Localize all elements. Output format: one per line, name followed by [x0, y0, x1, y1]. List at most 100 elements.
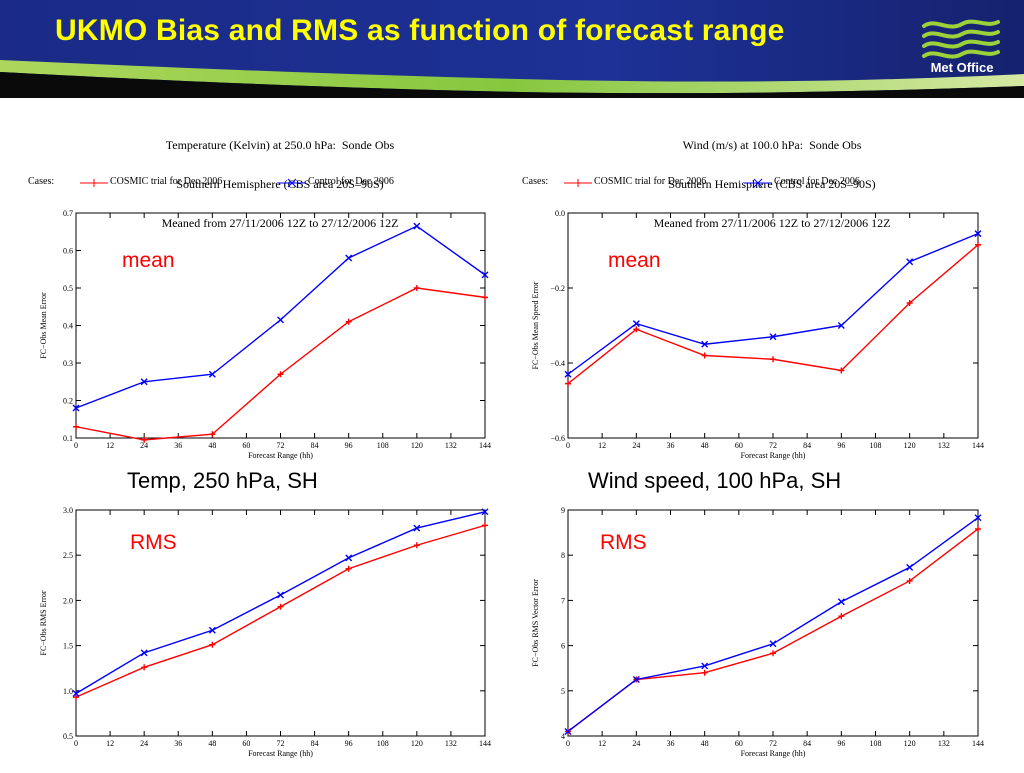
x-tick-label: 12 [106, 441, 114, 450]
legend-control-label: Control for Dec 2006 [774, 176, 860, 187]
x-tick-label: 96 [345, 441, 353, 450]
data-point [345, 565, 352, 572]
temp-rms-chart: 0 12 24 36 48 60 72 84 96 108 120 132 144 0.5 1.0 1.5 2.… [0, 494, 500, 773]
data-point [413, 222, 421, 230]
data-point [345, 318, 352, 325]
series-line [567, 528, 979, 733]
data-point [701, 662, 709, 670]
data-point [701, 340, 709, 348]
data-point [564, 370, 572, 378]
x-tick-label: 120 [904, 739, 916, 748]
data-point [906, 563, 914, 571]
data-point [208, 370, 216, 378]
data-point [277, 591, 284, 599]
x-tick-label: 96 [345, 739, 353, 748]
data-point [208, 626, 216, 634]
temp-mean-chart: 0 12 24 36 48 60 72 84 96 108 120 132 144 0.1 0.2 0.3 0.… [0, 196, 500, 467]
x-tick-label: 36 [174, 441, 182, 450]
legend-control-label: Control for Dec 2006 [308, 176, 394, 187]
x-tick-label: 84 [803, 739, 811, 748]
x-tick-label: 24 [632, 739, 640, 748]
legend-control-marker-icon [744, 178, 772, 188]
y-tick-label: −0.2 [550, 284, 565, 293]
legend-trial-label: COSMIC trial for Dec 2006 [110, 176, 223, 187]
data-point [769, 640, 777, 648]
x-tick-label: 84 [311, 441, 319, 450]
legend-cases-label: Cases: [522, 176, 549, 187]
data-point [73, 423, 79, 430]
y-tick-label: 0.0 [555, 209, 565, 218]
chart-tag: RMS [600, 531, 647, 554]
data-point [209, 641, 216, 648]
left-caption: Temp, 250 hPa, SH [127, 468, 318, 493]
right-legend: Cases: COSMIC trial for Dec 2006 Control… [522, 176, 982, 190]
y-tick-label: 0.1 [63, 434, 73, 443]
x-tick-label: 36 [667, 739, 675, 748]
x-tick-label: 48 [701, 441, 709, 450]
x-tick-label: 120 [411, 739, 423, 748]
y-tick-label: −0.6 [550, 434, 565, 443]
data-point [632, 676, 640, 683]
data-point [974, 514, 982, 522]
left-header-line: Meaned from 27/11/2006 12Z to 27/12/2006… [161, 216, 399, 230]
data-point [277, 603, 284, 610]
x-tick-label: 84 [803, 441, 811, 450]
data-point [482, 522, 488, 529]
x-tick-label: 84 [311, 739, 319, 748]
x-tick-label: 12 [598, 441, 606, 450]
data-point [345, 554, 353, 562]
x-tick-label: 144 [972, 441, 984, 450]
data-point [701, 352, 708, 359]
y-tick-label: 0.3 [63, 359, 73, 368]
title-banner: UKMO Bias and RMS as function of forecas… [0, 0, 1024, 98]
y-tick-label: 1.0 [63, 687, 73, 696]
data-point [906, 258, 914, 266]
right-header-line: Southern Hemisphere (CBS area 20S–90S) [668, 177, 876, 191]
x-tick-label: 0 [74, 441, 78, 450]
x-tick-label: 48 [701, 739, 709, 748]
data-point [838, 367, 845, 374]
data-point [974, 230, 982, 238]
wind-mean-chart: 0 12 24 36 48 60 72 84 96 108 120 132 144 −0.6 −0.4 −0.… [506, 196, 1006, 467]
y-tick-label: 1.5 [63, 642, 73, 651]
chart-tag: RMS [130, 531, 177, 554]
x-tick-label: 60 [735, 739, 743, 748]
y-tick-label: 9 [561, 506, 565, 515]
x-tick-label: 108 [377, 739, 389, 748]
x-tick-label: 120 [411, 441, 423, 450]
data-point [906, 577, 913, 584]
legend-trial-marker-icon [564, 179, 592, 187]
data-point [72, 404, 80, 412]
x-tick-label: 12 [106, 739, 114, 748]
data-point [564, 727, 572, 735]
y-tick-label: 7 [561, 596, 565, 605]
plot-frame [567, 212, 979, 439]
data-point [770, 650, 776, 657]
x-tick-label: 144 [479, 441, 491, 450]
x-tick-label: 0 [74, 739, 78, 748]
data-point [632, 320, 640, 328]
x-tick-label: 132 [445, 441, 457, 450]
x-tick-label: 72 [769, 441, 777, 450]
y-tick-label: 2.0 [63, 596, 73, 605]
series-line [75, 287, 486, 441]
x-tick-label: 12 [598, 739, 606, 748]
data-point [701, 669, 708, 676]
left-legend: Cases: COSMIC trial for Dec 2006 Control… [28, 176, 488, 190]
right-header-line: Meaned from 27/11/2006 12Z to 27/12/2006… [653, 216, 891, 230]
y-axis-label: FC−Obs Mean Speed Error [531, 281, 540, 369]
x-tick-label: 120 [904, 441, 916, 450]
y-axis-label: FC−Obs RMS Vector Error [531, 579, 540, 667]
x-axis-label: Forecast Range (hh) [248, 749, 313, 758]
y-tick-label: 0.7 [63, 209, 73, 218]
data-point [141, 664, 148, 671]
data-point [481, 271, 489, 279]
data-point [565, 380, 571, 387]
legend-control-marker-icon [278, 178, 306, 188]
data-point [481, 508, 489, 516]
right-chart-header: Wind (m/s) at 100.0 hPa: Sonde Obs South… [602, 113, 942, 243]
x-axis-label: Forecast Range (hh) [248, 451, 313, 460]
y-tick-label: 0.2 [63, 397, 73, 406]
data-point [413, 542, 420, 549]
x-tick-label: 48 [208, 739, 216, 748]
